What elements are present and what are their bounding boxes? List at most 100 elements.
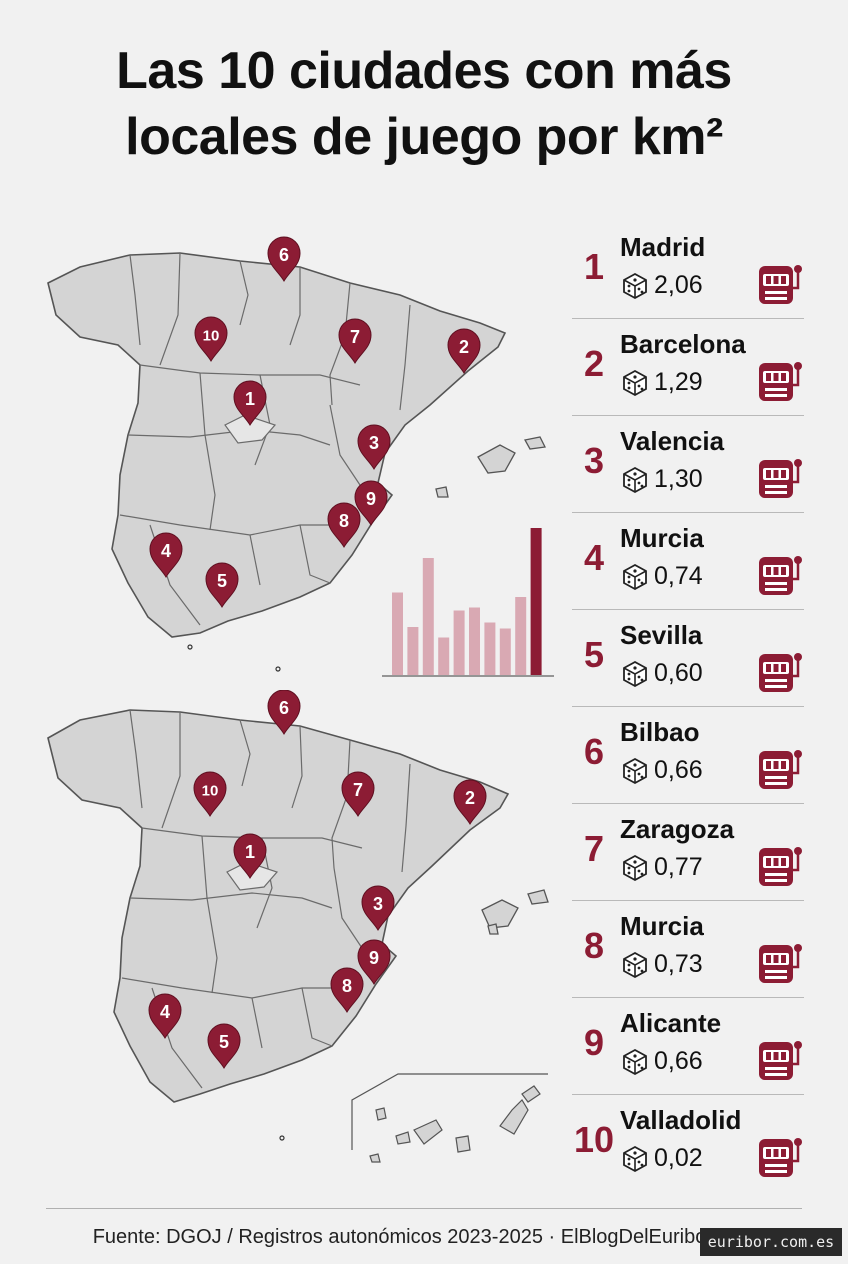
mini-chart-bar: [530, 528, 542, 675]
canary-islands-inset: [351, 1073, 548, 1163]
slot-machine-icon: [759, 944, 802, 983]
ranking-row: 4 Murcia 0,74: [572, 513, 804, 610]
dice-icon: [623, 1048, 647, 1076]
map-pin-icon: 2: [453, 779, 487, 825]
map-pin-label: 9: [369, 948, 379, 968]
dice-icon: [623, 466, 647, 494]
spain-map-top-svg: 1 2 3 4 5 6 7 89 10: [47, 236, 554, 677]
rank-number: 1: [583, 246, 605, 287]
ranking-list: 1 Madrid 2,06 2 Barcelona 1,29 3 Valencia 1,30 4 M…: [572, 222, 804, 1191]
city-name: Valencia: [620, 426, 725, 456]
density-value: 0,77: [654, 852, 703, 881]
density-value: 1,29: [654, 367, 703, 396]
mainland-shape: [47, 709, 510, 1103]
spain-map-bottom-svg: 1 2 3 4 5 6 7 89 10: [47, 690, 549, 1163]
ranking-row: 6 Bilbao 0,66: [572, 707, 804, 804]
city-name: Barcelona: [620, 329, 746, 359]
map-pins-top: 1 2 3 4 5 6 7 89 10: [149, 236, 481, 608]
map-pin-icon: 7: [341, 771, 375, 817]
ranking-row: 1 Madrid 2,06: [572, 222, 804, 319]
rank-number: 10: [573, 1119, 615, 1160]
ranking-row: 10 Valladolid 0,02: [572, 1095, 804, 1191]
map-pin-icon: 7: [338, 318, 372, 364]
dice-icon: [623, 757, 647, 785]
density-value: 2,06: [654, 270, 703, 299]
map-pin-label: 5: [219, 1032, 229, 1052]
map-pin-icon: 6: [267, 690, 301, 735]
map-pin-label: 5: [217, 571, 227, 591]
map-pin-icon: 1: [233, 380, 267, 426]
map-pin-label: 7: [350, 327, 360, 347]
city-name: Madrid: [620, 232, 706, 262]
mini-chart-bar: [407, 627, 419, 675]
value-line: 1,30: [620, 464, 703, 494]
map-pin-icon: 1: [233, 833, 267, 879]
map-pin-label: 3: [373, 894, 383, 914]
map-pin-label: 2: [465, 788, 475, 808]
density-value: 1,30: [654, 464, 703, 493]
map-pin-icon: 5: [207, 1023, 241, 1069]
mini-chart-bar: [422, 558, 434, 675]
slot-machine-icon: [759, 1138, 802, 1177]
map-pin-label: 4: [161, 541, 171, 561]
map-pin-label: 10: [203, 328, 220, 345]
density-value: 0,66: [654, 1046, 703, 1075]
city-name: Bilbao: [620, 717, 700, 747]
dice-icon: [623, 1145, 647, 1173]
page-title: Las 10 ciudades con más locales de juego…: [0, 38, 848, 170]
map-pins-bottom: 1 2 3 4 5 6 7 89 10: [148, 690, 487, 1069]
watermark-badge: euribor.com.es: [700, 1228, 842, 1256]
mini-chart-bar: [469, 607, 480, 675]
value-line: 0,74: [620, 561, 703, 591]
map-pin-icon: 8: [327, 502, 361, 548]
city-name: Sevilla: [620, 620, 703, 650]
city-name: Zaragoza: [620, 814, 735, 844]
value-line: 1,29: [620, 367, 703, 397]
slot-machine-icon: [759, 362, 802, 401]
density-value: 0,74: [654, 561, 703, 590]
spain-map-bottom: 1 2 3 4 5 6 7 8 9 10: [0, 690, 600, 1170]
map-pin-icon: 3: [361, 885, 395, 931]
source-footer: Fuente: DGOJ / Registros autonómicos 202…: [92, 1226, 756, 1248]
map-pin-icon: 8: [330, 967, 364, 1013]
value-line: 0,66: [620, 755, 703, 785]
map-pin-label: 3: [369, 433, 379, 453]
mini-chart-bar: [453, 610, 465, 675]
rank-number: 7: [583, 828, 605, 869]
map-pin-icon: 9: [354, 480, 388, 526]
mini-chart-bar: [392, 592, 403, 675]
city-name: Murcia: [620, 523, 704, 553]
map-pin-icon: 3: [357, 424, 391, 470]
density-value: 0,73: [654, 949, 703, 978]
rank-number: 4: [583, 537, 605, 578]
slot-machine-icon: [759, 556, 802, 595]
dice-icon: [623, 951, 647, 979]
map-pin-label: 2: [459, 337, 469, 357]
map-pin-label: 8: [339, 511, 349, 531]
density-value: 0,02: [654, 1143, 703, 1172]
mini-chart-bar: [438, 637, 450, 675]
ranking-row: 3 Valencia 1,30: [572, 416, 804, 513]
city-name: Murcia: [620, 911, 704, 941]
city-name: Alicante: [620, 1008, 722, 1038]
footer-divider: [46, 1208, 802, 1209]
ranking-row: 2 Barcelona 1,29: [572, 319, 804, 416]
rank-number: 9: [583, 1022, 605, 1063]
value-line: 0,73: [620, 949, 703, 979]
dice-icon: [623, 563, 647, 591]
balearic-islands: [435, 436, 546, 498]
map-pin-icon: 5: [205, 562, 239, 608]
value-line: 0,60: [620, 658, 703, 688]
map-pin-icon: 2: [447, 328, 481, 374]
slot-machine-icon: [759, 1041, 802, 1080]
density-value: 0,66: [654, 755, 703, 784]
map-pin-icon: 9: [357, 939, 391, 985]
rank-number: 5: [583, 634, 605, 675]
value-line: 2,06: [620, 270, 703, 300]
dice-icon: [623, 660, 647, 688]
map-pin-label: 4: [160, 1002, 170, 1022]
dice-icon: [623, 272, 647, 300]
city-name: Valladolid: [620, 1105, 742, 1135]
map-pin-icon: 4: [149, 532, 183, 578]
rank-number: 2: [583, 343, 605, 384]
